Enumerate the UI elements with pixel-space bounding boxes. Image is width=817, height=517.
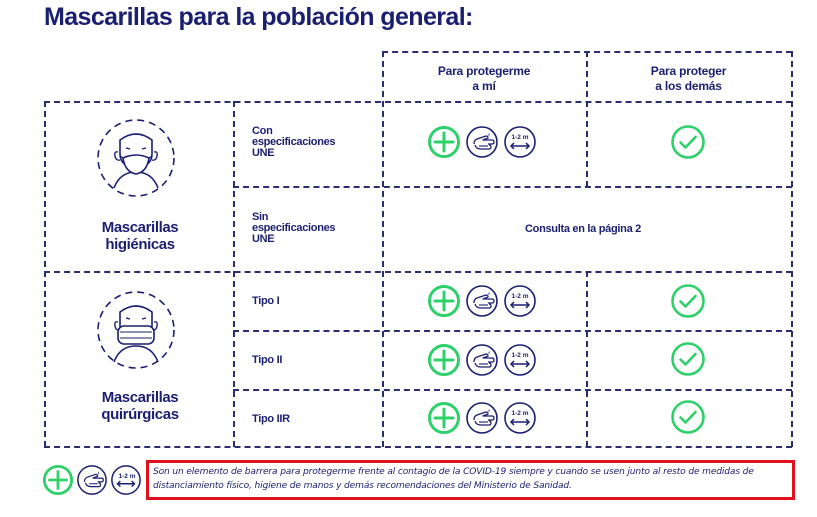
table-border <box>233 186 792 188</box>
check-circle-icon <box>670 283 706 319</box>
distance-icon: 1-2 m <box>503 125 537 159</box>
protection-icons: 1-2 m <box>427 343 537 377</box>
plus-circle-icon <box>427 284 461 318</box>
check-circle-icon <box>670 399 706 435</box>
protection-icons: 1-2 m <box>427 284 537 318</box>
row-label-tipo-2r: Tipo IIR <box>252 413 290 425</box>
plus-circle-icon <box>427 401 461 435</box>
table-border <box>586 51 588 187</box>
legend-icons: 1-2 m <box>42 464 142 496</box>
hand-washing-icon <box>465 343 499 377</box>
distance-icon: 1-2 m <box>503 343 537 377</box>
table-border <box>44 101 46 447</box>
table-border <box>44 446 792 448</box>
hygienic-mask-portrait-icon <box>97 119 175 197</box>
table-border <box>382 51 384 447</box>
plus-circle-icon <box>427 125 461 159</box>
distance-label: 1-2 m <box>512 352 529 359</box>
group-label-higienicas: Mascarillas higiénicas <box>101 219 179 253</box>
row-label-tipo-2: Tipo II <box>252 354 283 366</box>
protection-icons: 1-2 m <box>427 401 537 435</box>
hand-washing-icon <box>465 125 499 159</box>
row-label-tipo-1: Tipo I <box>252 295 280 307</box>
distance-label: 1-2 m <box>512 293 529 300</box>
column-header-self: Para protegerme a mí <box>437 64 531 93</box>
footnote-text: Son un elemento de barrera para proteger… <box>153 467 754 491</box>
table-border <box>44 271 792 273</box>
distance-label: 1-2 m <box>512 134 529 141</box>
check-circle-icon <box>670 341 706 377</box>
plus-circle-icon <box>42 464 74 496</box>
row-label-sin-une: Sin especificaciones UNE <box>252 211 336 245</box>
hand-washing-icon <box>76 464 108 496</box>
footnote-box: Son un elemento de barrera para proteger… <box>146 460 795 500</box>
column-header-others: Para proteger a los demás <box>650 64 727 93</box>
surgical-mask-portrait-icon <box>97 291 175 369</box>
protection-icons: 1-2 m <box>427 125 537 159</box>
distance-label: 1-2 m <box>512 410 529 417</box>
distance-label: 1-2 m <box>119 473 136 480</box>
distance-icon: 1-2 m <box>110 464 142 496</box>
table-border <box>586 271 588 447</box>
row-label-con-une: Con especificaciones UNE <box>252 125 336 159</box>
hand-washing-icon <box>465 284 499 318</box>
distance-icon: 1-2 m <box>503 401 537 435</box>
hand-washing-icon <box>465 401 499 435</box>
check-circle-icon <box>670 124 706 160</box>
table-border <box>44 101 792 103</box>
table-border <box>233 101 235 447</box>
consulta-note: Consulta en la página 2 <box>525 223 641 235</box>
table-border <box>791 51 793 447</box>
distance-icon: 1-2 m <box>503 284 537 318</box>
table-border <box>233 330 792 332</box>
page-title: Mascarillas para la población general: <box>44 3 473 31</box>
table-border <box>233 389 792 391</box>
plus-circle-icon <box>427 343 461 377</box>
group-label-quirurgicas: Mascarillas quirúrgicas <box>101 389 179 423</box>
